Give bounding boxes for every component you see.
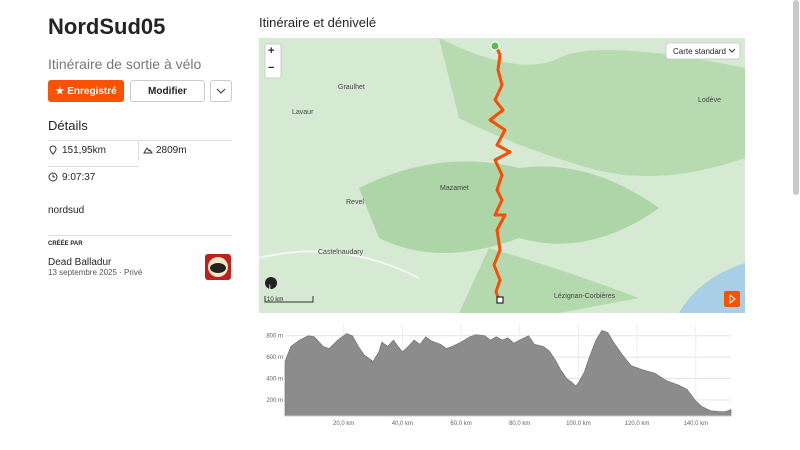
place-label: Revel [346, 199, 364, 206]
elevation-chart: 200 m 400 m 600 m 800 m 20,0 km 40,0 km 60,0 k… [266, 325, 732, 427]
save-button[interactable]: ★ Enregistré [48, 80, 124, 102]
save-label: Enregistré [67, 85, 117, 97]
distance-icon [49, 145, 57, 155]
creator-name[interactable]: Dead Balladur [48, 257, 112, 268]
elevation-area [284, 329, 732, 417]
place-label: Lavaur [292, 109, 314, 116]
avatar[interactable] [205, 254, 231, 280]
map-heading: Itinéraire et dénivelé [259, 15, 377, 30]
map[interactable] [259, 38, 745, 313]
creator-label: CRÉÉE PAR [48, 241, 83, 247]
y-tick-label: 400 m [266, 377, 283, 383]
x-tick-label: 120,0 km [625, 421, 650, 427]
place-label: Castelnaudary [318, 249, 364, 256]
y-tick-label: 200 m [266, 398, 283, 404]
edit-button[interactable]: Modifier [130, 80, 205, 102]
details-heading: Détails [48, 118, 88, 133]
distance: 151,95km [62, 145, 106, 156]
route-subtitle: Itinéraire de sortie à vélo [48, 56, 202, 72]
y-tick-label: 800 m [266, 334, 283, 340]
x-tick-label: 60,0 km [450, 421, 471, 427]
creator-date: 13 septembre 2025 · Privé [48, 268, 143, 277]
more-button[interactable] [210, 80, 232, 102]
zoom-in[interactable]: + [268, 45, 275, 57]
time-icon [48, 172, 58, 182]
elevation-icon [143, 147, 153, 154]
divider [138, 142, 139, 160]
x-tick-label: 20,0 km [333, 421, 354, 427]
zoom-out[interactable]: − [268, 62, 275, 74]
y-tick-label: 600 m [266, 355, 283, 361]
divider [48, 166, 138, 167]
place-label: Lézignan-Corbières [554, 293, 616, 300]
divider [48, 235, 232, 236]
route-title: NordSud05 [48, 14, 166, 39]
x-tick-label: 140,0 km [683, 421, 708, 427]
x-tick-label: 80,0 km [509, 421, 530, 427]
x-tick-label: 100,0 km [566, 421, 591, 427]
divider [48, 140, 232, 141]
elevation-gain: 2809m [156, 145, 187, 156]
description: nordsud [48, 205, 85, 216]
place-label: Mazamet [440, 185, 469, 192]
map-scale: 10 km [267, 297, 284, 303]
chevron [216, 88, 226, 94]
place-label: Graulhet [338, 84, 365, 91]
scrollbar [793, 0, 799, 195]
layer-select[interactable]: Carte standard [673, 47, 726, 56]
x-tick-label: 40,0 km [392, 421, 413, 427]
place-label: Lodève [698, 97, 721, 104]
duration: 9:07:37 [62, 172, 96, 183]
